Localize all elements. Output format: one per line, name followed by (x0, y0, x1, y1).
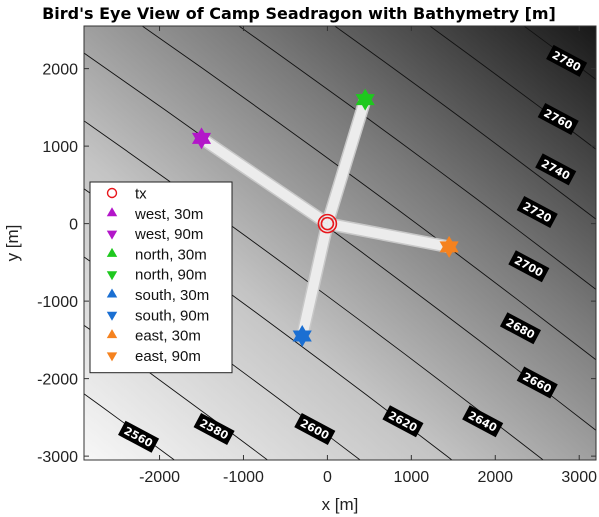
plot-frame (83, 25, 597, 461)
legend-item: west, 30m (106, 206, 203, 223)
legend-marker (106, 271, 118, 281)
y-tick-label: 1000 (42, 139, 78, 156)
x-axis: -2000 -1000 0 1000 2000 3000 (139, 26, 597, 486)
track-path (297, 222, 333, 338)
contour-line (84, 324, 269, 460)
tx-marker-outer (317, 213, 338, 234)
y-tick-label: -1000 (37, 294, 78, 311)
legend-item: east, 90m (106, 348, 201, 365)
y-tick-label: -3000 (37, 449, 78, 466)
legend-item: north, 30m (106, 246, 207, 263)
x-tick-label: 0 (323, 469, 332, 486)
marker-east-90m (439, 241, 459, 258)
legend-item: west, 90m (106, 226, 203, 243)
track-path (322, 98, 370, 226)
legend-marker (106, 329, 118, 339)
track-path (198, 134, 331, 228)
legend-label: tx (135, 186, 147, 203)
legend-item: east, 30m (106, 328, 201, 345)
x-tick-label: 3000 (561, 469, 597, 486)
marker-north-90m (355, 94, 375, 111)
y-tick-label: 2000 (42, 62, 78, 79)
x-tick-label: 2000 (477, 469, 513, 486)
marker-south-90m (292, 330, 312, 347)
x-tick-label: 1000 (394, 469, 430, 486)
legend-marker (106, 247, 118, 257)
legend-item: south, 90m (106, 307, 209, 324)
legend: tx west, 30m west, 90m north, 30m north, 90m… (89, 181, 233, 374)
legend-label: north, 90m (135, 267, 207, 284)
marker-west-90m (191, 132, 212, 150)
y-tick-label: 0 (69, 217, 78, 234)
x-tick-label: -2000 (139, 469, 180, 486)
contour-line (429, 26, 596, 150)
receiver-markers (191, 88, 459, 347)
legend-label: east, 90m (135, 348, 201, 365)
legend-marker (106, 288, 118, 298)
contour-line (141, 26, 596, 361)
legend-marker (106, 311, 118, 321)
legend-marker (106, 207, 118, 217)
x-axis-label: x [m] (322, 495, 359, 514)
y-axis: -3000 -2000 -1000 0 1000 2000 (37, 62, 596, 466)
legend-label: west, 30m (134, 206, 203, 223)
x-tick-label: -1000 (223, 469, 264, 486)
contour-line (238, 26, 596, 291)
contour-line (84, 188, 453, 460)
track-paths (197, 97, 451, 338)
legend-label: north, 30m (135, 246, 207, 263)
legend-marker (106, 352, 118, 362)
legend-marker (106, 230, 118, 240)
track-path (326, 218, 451, 252)
legend-label: west, 90m (134, 226, 203, 243)
legend-label: south, 90m (135, 307, 209, 324)
tx-marker (320, 216, 335, 231)
legend-marker (106, 187, 118, 199)
legend-label: east, 30m (135, 328, 201, 345)
legend-item: north, 90m (106, 267, 207, 284)
legend-item: tx (106, 186, 147, 203)
legend-label: south, 30m (135, 287, 209, 304)
contour-line (333, 26, 596, 220)
chart-title: Bird's Eye View of Camp Seadragon with B… (42, 4, 556, 23)
y-axis-label: y [m] (3, 225, 22, 262)
y-tick-label: -2000 (37, 372, 78, 389)
legend-item: south, 30m (106, 287, 209, 304)
